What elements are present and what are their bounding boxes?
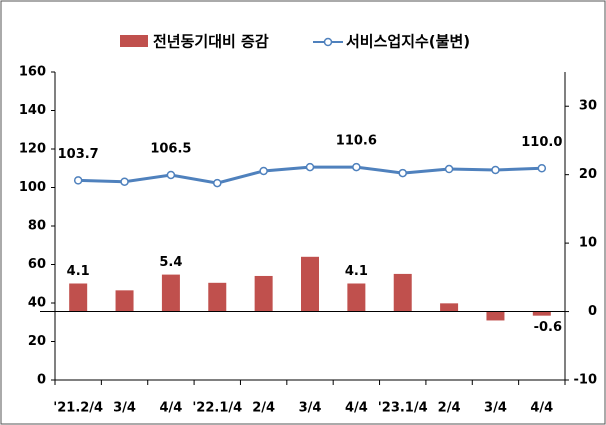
x-tick-label: 3/4 bbox=[299, 401, 322, 416]
line-marker bbox=[444, 164, 454, 174]
line-marker bbox=[398, 168, 407, 178]
x-tick-label: '23.1/4 bbox=[378, 401, 428, 416]
bar-value-label: 4.1 bbox=[67, 264, 90, 279]
y2-tick-label: 0 bbox=[588, 304, 597, 319]
y-tick-label: 80 bbox=[28, 219, 46, 234]
legend-marker bbox=[323, 37, 333, 47]
line-value-label: 103.7 bbox=[58, 147, 99, 162]
legend-label: 서비스업지수(불변) bbox=[346, 33, 470, 51]
y-tick-label: 20 bbox=[28, 334, 46, 349]
x-tick-label: 2/4 bbox=[252, 401, 275, 416]
bar bbox=[254, 275, 273, 312]
x-tick-label: 3/4 bbox=[484, 401, 507, 416]
y-tick-label: 160 bbox=[19, 65, 46, 80]
y2-tick-label: 10 bbox=[579, 236, 597, 251]
line-value-label: 110.0 bbox=[521, 135, 562, 150]
line-marker bbox=[352, 162, 361, 172]
x-tick-label: 4/4 bbox=[345, 401, 368, 416]
bar bbox=[486, 311, 505, 321]
line-marker bbox=[491, 165, 500, 175]
line-value-label: 110.6 bbox=[336, 134, 377, 149]
y-tick-label: 140 bbox=[19, 103, 46, 118]
bar bbox=[115, 290, 134, 312]
bar bbox=[208, 282, 227, 312]
legend-label: 전년동기대비 증감 bbox=[153, 33, 269, 51]
bar bbox=[301, 256, 319, 312]
y-tick-label: 100 bbox=[19, 180, 46, 195]
line-marker bbox=[259, 166, 268, 176]
y-tick-label: 60 bbox=[28, 257, 46, 272]
bar bbox=[347, 283, 366, 312]
bar bbox=[69, 283, 88, 312]
line-value-label: 106.5 bbox=[150, 141, 191, 156]
line-marker bbox=[120, 177, 129, 186]
x-tick-label: 2/4 bbox=[438, 401, 461, 416]
y2-tick-label: 20 bbox=[579, 167, 597, 182]
line-marker bbox=[213, 178, 222, 188]
legend-swatch bbox=[120, 35, 148, 47]
bar bbox=[393, 273, 412, 312]
bar bbox=[532, 311, 551, 316]
y-tick-label: 0 bbox=[37, 373, 46, 388]
y-tick-label: 40 bbox=[28, 296, 46, 311]
line-marker bbox=[73, 176, 83, 185]
bar-value-label: 4.1 bbox=[345, 264, 368, 279]
x-tick-label: '21.2/4 bbox=[53, 401, 103, 416]
x-tick-label: 4/4 bbox=[159, 401, 182, 416]
x-tick-label: 4/4 bbox=[530, 401, 553, 416]
y2-tick-label: 30 bbox=[579, 99, 597, 114]
bar-value-label: 5.4 bbox=[159, 255, 182, 270]
line-marker bbox=[166, 170, 176, 180]
y-tick-label: 120 bbox=[19, 142, 46, 157]
bar bbox=[440, 303, 459, 312]
y2-tick-label: -10 bbox=[574, 373, 598, 388]
line-marker bbox=[305, 162, 315, 172]
x-tick-label: '22.1/4 bbox=[192, 401, 242, 416]
x-tick-label: 3/4 bbox=[113, 401, 136, 416]
bar-value-label: -0.6 bbox=[534, 320, 562, 335]
line-marker bbox=[537, 164, 547, 173]
bar bbox=[161, 274, 180, 312]
